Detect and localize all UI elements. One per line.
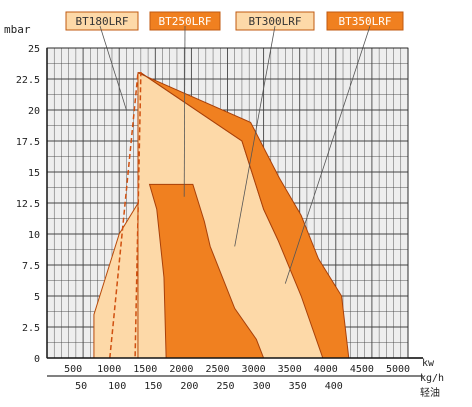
y-tick-label: 2.5 [22,323,40,334]
series-areas [93,25,371,359]
x-unit-fuel: 轻油 [420,386,440,399]
legend-leader-line [284,25,371,284]
x-tick-label-kgh: 100 [108,381,126,392]
series-outline-bt180lrf [109,72,142,359]
x-unit-kgh: kg/h [420,373,444,384]
y-tick-label: 25 [28,44,40,55]
x-tick-labels: 500 1000 1500 2000 2500 3000 3500 4000 4500 5000 5… [64,364,410,392]
legend-label-bt300lrf: BT300LRF [249,15,302,28]
x-tick-label-kw: 1000 [97,364,121,375]
plot-frame [46,47,423,377]
x-tick-label-kw: 4500 [350,364,374,375]
x-tick-label-kgh: 400 [325,381,343,392]
legend-box-bt300lrf [235,11,315,31]
x-tick-label-kgh: 200 [180,381,198,392]
y-tick-label: 12.5 [16,199,40,210]
y-tick-label: 10 [28,230,40,241]
x-tick-label-kw: 4000 [314,364,338,375]
y-tick-label: 0 [34,354,40,365]
x-tick-label-kw: 2000 [169,364,193,375]
legend-box-bt350lrf [326,11,404,31]
x-tick-label-kgh: 50 [75,381,87,392]
axis-unit-labels: kw kg/h 轻油 [420,358,444,399]
x-tick-label-kgh: 300 [253,381,271,392]
x-tick-label-kgh: 250 [216,381,234,392]
y-tick-label: 20 [28,106,40,117]
legend: BT180LRF BT250LRF BT300LRF BT350LRF [65,11,404,31]
x-tick-label-kw: 3000 [242,364,266,375]
x-tick-label-kw: 500 [64,364,82,375]
legend-leader-line [183,25,186,197]
legend-box-bt180lrf [65,11,139,31]
series-area-bt250lrf [148,183,265,359]
y-tick-label: 7.5 [22,261,40,272]
x-unit-kw: kw [422,358,435,369]
x-tick-label-kgh: 350 [289,381,307,392]
x-tick-label-kw: 1500 [133,364,157,375]
x-tick-label-kw: 3500 [278,364,302,375]
legend-label-bt250lrf: BT250LRF [159,15,212,28]
y-tick-label: 17.5 [16,137,40,148]
x-tick-label-kw: 5000 [386,364,410,375]
legend-label-bt180lrf: BT180LRF [76,15,129,28]
x-tick-label-kw: 2500 [205,364,229,375]
x-tick-label-kgh: 150 [144,381,162,392]
y-tick-labels: 0 2.5 5 7.5 10 12.5 15 17.5 20 22.5 25 [16,44,40,365]
y-tick-label: 5 [34,292,40,303]
y-axis-label: mbar [4,23,31,36]
y-tick-label: 22.5 [16,75,40,86]
y-tick-label: 15 [28,168,40,179]
legend-leader-line [234,25,276,247]
legend-leader-line [99,25,127,111]
legend-label-bt350lrf: BT350LRF [339,15,392,28]
plot-border [46,47,409,359]
